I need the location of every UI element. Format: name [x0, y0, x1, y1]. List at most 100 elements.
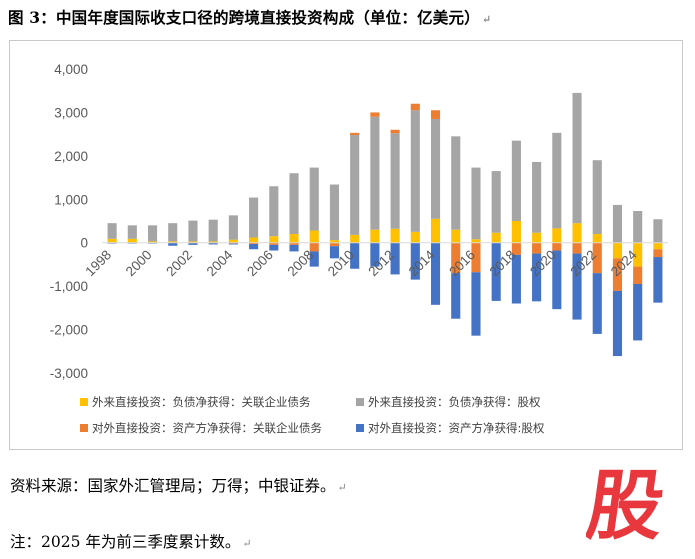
bar-segment — [350, 242, 360, 269]
bar-segment — [269, 186, 279, 237]
chart-svg: 4,0003,0002,0001,0000-1,000-2,000-3,000 … — [50, 62, 668, 435]
bar-segment — [532, 242, 542, 254]
bar-segment — [127, 225, 137, 239]
source-note: 资料来源：国家外汇管理局；万得；中银证券。 ↵ — [10, 474, 347, 496]
bar-segment — [147, 241, 158, 243]
bar-segment — [552, 250, 562, 310]
bar-segment — [289, 244, 299, 252]
bar-segment — [592, 234, 602, 243]
bar-segment — [633, 266, 643, 284]
bar-segment — [471, 242, 481, 273]
bar-segment — [592, 273, 602, 334]
bar-segment — [592, 242, 602, 274]
paragraph-mark-icon: ↵ — [337, 481, 347, 494]
legend: 外来直接投资：负债净获得：关联企业债务 外来直接投资：负债净获得：股权对外直接投资… — [80, 395, 545, 435]
watermark-glyph: 股 — [586, 466, 670, 546]
bar-segment — [451, 273, 461, 319]
footnote-text: 注：2025 年为前三季度累计数。 — [10, 533, 241, 551]
bar-segment — [633, 211, 643, 243]
bar-segment — [390, 133, 400, 229]
bar-segment — [329, 242, 340, 247]
y-tick-label: -3,000 — [50, 366, 88, 381]
bar-segment — [430, 218, 441, 243]
bar-segment — [188, 243, 198, 245]
bar-segment — [208, 241, 218, 243]
bar-segment — [350, 234, 360, 243]
chart-frame: 4,000 3,000 2,000 1,000 0 -1,000 -2,000 -3,000 … — [9, 40, 683, 450]
bar-segment — [309, 230, 319, 243]
y-tick-label: 0 — [80, 236, 88, 251]
bar-segment — [511, 242, 521, 255]
source-text: 资料来源：国家外汇管理局；万得；中银证券。 — [10, 477, 336, 495]
bar-segment — [532, 253, 542, 302]
bar-segment — [410, 242, 420, 280]
bar-segment — [430, 118, 441, 219]
legend-label: 对外直接投资：资产方净获得：关联企业债务 — [92, 421, 322, 435]
bar-segment — [269, 236, 279, 243]
legend-label: 对外直接投资：资产方净获得:股权 — [368, 421, 545, 435]
bar-segment — [451, 242, 461, 274]
bar-segment — [491, 232, 501, 243]
bar-segment — [572, 253, 582, 320]
bar-segment — [289, 242, 299, 245]
bar-segment — [390, 129, 400, 134]
paragraph-mark-icon: ↵ — [242, 537, 252, 550]
x-tick-label: 2000 — [123, 247, 155, 279]
bar-segment — [289, 173, 299, 235]
bar-segment — [228, 239, 238, 243]
bar-segment — [390, 242, 400, 275]
bar-segment — [249, 242, 259, 245]
bar-segment — [511, 221, 521, 243]
bar-segment — [552, 228, 562, 243]
bar-segment — [350, 135, 360, 235]
y-axis: 4,000 3,000 2,000 1,000 0 -1,000 -2,000 -3,000 — [50, 62, 88, 381]
bar-segment — [208, 243, 218, 245]
bar-segment — [269, 244, 279, 251]
legend-swatch — [356, 398, 364, 406]
bar-segment — [532, 161, 542, 233]
bar-segment — [491, 242, 501, 301]
bar-segment — [228, 215, 238, 240]
bar-segment — [612, 242, 623, 259]
x-tick-label: 2006 — [244, 247, 276, 279]
bar-segment — [309, 167, 319, 231]
legend-swatch — [80, 398, 88, 406]
bar-segment — [370, 229, 380, 243]
bar-segment — [653, 242, 663, 250]
bar-segment — [592, 160, 602, 235]
figure-title: 图 3：中国年度国际收支口径的跨境直接投资构成（单位：亿美元） ↵ — [8, 6, 491, 28]
bar-segment — [471, 167, 481, 240]
bar-segment — [633, 283, 643, 341]
legend-label: 外来直接投资：负债净获得：股权 — [368, 395, 541, 409]
bar-segment — [633, 242, 643, 267]
bar-segment — [228, 243, 238, 245]
bar-segment — [107, 238, 117, 243]
bar-segment — [572, 92, 582, 224]
bar-segment — [188, 241, 198, 243]
y-tick-label: 2,000 — [54, 149, 88, 164]
bar-segment — [451, 136, 461, 230]
x-tick-label: 1998 — [82, 247, 114, 279]
bars — [107, 92, 663, 357]
figure-title-text: 图 3：中国年度国际收支口径的跨境直接投资构成（单位：亿美元） — [8, 8, 480, 27]
bar-segment — [309, 242, 319, 252]
bar-segment — [329, 240, 340, 243]
bar-segment — [249, 237, 259, 243]
bar-segment — [350, 132, 360, 136]
bar-segment — [249, 244, 259, 250]
bar-segment — [511, 254, 521, 304]
bar-segment — [208, 219, 218, 242]
bar-segment — [410, 231, 420, 243]
bar-segment — [370, 242, 380, 267]
bar-segment — [329, 184, 340, 241]
y-tick-label: 1,000 — [54, 192, 88, 207]
bar-segment — [168, 242, 178, 246]
bar-segment — [329, 246, 340, 259]
bar-segment — [370, 116, 380, 230]
bar-segment — [471, 272, 481, 336]
bar-segment — [289, 234, 299, 243]
bar-segment — [107, 223, 117, 239]
y-tick-label: 3,000 — [54, 105, 88, 120]
y-tick-label: -1,000 — [50, 279, 88, 294]
bar-segment — [572, 223, 582, 243]
